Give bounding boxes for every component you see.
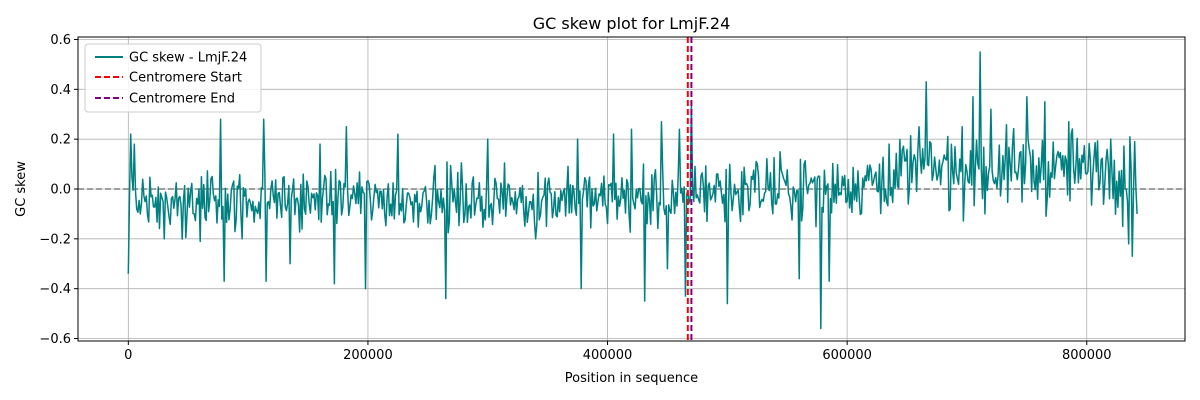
y-tick-label: 0.6 (50, 33, 71, 48)
x-tick-label: 200000 (343, 348, 393, 363)
x-axis-ticks: 0 200000 400000 600000 800000 (124, 341, 1112, 363)
y-axis-ticks: −0.6 −0.4 −0.2 0.0 0.2 0.4 0.6 (39, 33, 78, 347)
legend-label-gc-skew: GC skew - LmjF.24 (129, 51, 247, 66)
y-tick-label: −0.4 (39, 282, 71, 297)
x-tick-label: 800000 (1062, 348, 1112, 363)
legend-label-centromere-start: Centromere Start (129, 71, 242, 86)
y-tick-label: 0.4 (50, 83, 71, 98)
y-tick-label: −0.2 (39, 232, 71, 247)
chart-title: GC skew plot for LmjF.24 (533, 14, 731, 33)
y-tick-label: −0.6 (39, 332, 71, 347)
legend-label-centromere-end: Centromere End (129, 92, 235, 107)
legend: GC skew - LmjF.24 Centromere Start Centr… (84, 43, 262, 113)
y-axis-label: GC skew (14, 161, 29, 217)
grid-lines (78, 37, 1185, 341)
gc-skew-line (127, 51, 1138, 330)
legend-box (84, 43, 262, 113)
series-layer (127, 51, 1138, 330)
y-tick-label: 0.0 (50, 183, 71, 198)
centromere-lines (686, 37, 693, 341)
y-tick-label: 0.2 (50, 133, 71, 148)
x-tick-label: 0 (124, 348, 132, 363)
x-tick-label: 600000 (822, 348, 872, 363)
x-tick-label: 400000 (583, 348, 633, 363)
x-axis-label: Position in sequence (565, 371, 698, 386)
